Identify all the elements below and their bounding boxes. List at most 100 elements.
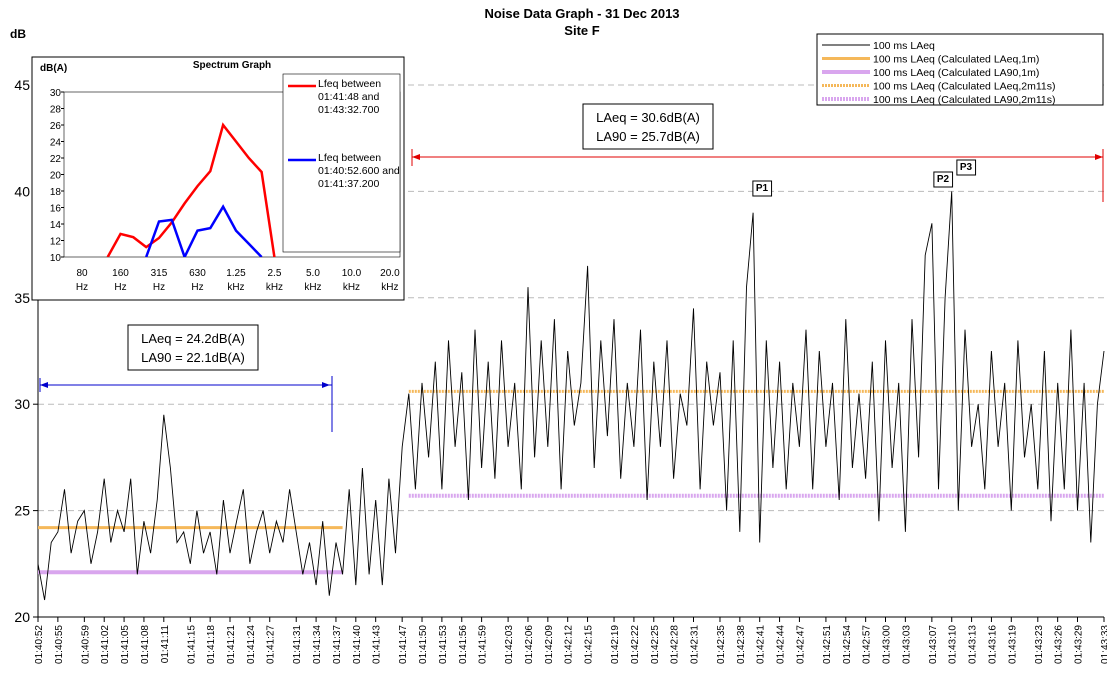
inset-x-tick-label: 5.0 kHz <box>304 268 321 293</box>
inset-y-tick-label: 12 <box>50 237 62 248</box>
x-tick-label: 01:43:07 <box>928 625 939 664</box>
range-bracket <box>39 376 333 432</box>
x-tick-label: 01:40:52 <box>34 625 45 664</box>
x-tick-label: 01:42:28 <box>670 625 681 664</box>
y-axis-label: dB <box>10 27 26 41</box>
inset-legend-item: Lfeq between 01:41:48 and 01:43:32.700 <box>318 78 382 116</box>
x-tick-label: 01:41:11 <box>160 625 171 664</box>
x-tick-label: 01:42:22 <box>630 625 641 664</box>
x-tick-label: 01:42:25 <box>650 625 661 664</box>
legend-label: 100 ms LAeq (Calculated LA90,2m11s) <box>873 94 1056 106</box>
x-tick-label: 01:42:31 <box>689 625 700 664</box>
legend-label: 100 ms LAeq (Calculated LA90,1m) <box>873 67 1039 79</box>
x-tick-label: 01:41:02 <box>100 625 111 664</box>
x-tick-label: 01:43:29 <box>1074 625 1085 664</box>
x-tick-label: 01:42:47 <box>795 625 806 664</box>
x-tick-label: 01:42:44 <box>776 625 787 664</box>
note-box <box>127 324 259 371</box>
inset-plot: Spectrum Graph dB(A) 10 12 14 16 18 20 22 24 26 28 3… <box>40 60 401 293</box>
inset-y-tick-label: 16 <box>50 204 62 215</box>
x-tick-label: 01:42:54 <box>842 625 853 664</box>
x-tick-label: 01:41:40 <box>352 625 363 664</box>
inset-y-tick-label: 14 <box>50 220 62 231</box>
peak-label-box <box>752 180 773 197</box>
inset-x-tick-label: 315 Hz <box>151 268 168 293</box>
x-tick-label: 01:42:12 <box>564 625 575 664</box>
x-tick-label: 01:42:19 <box>610 625 621 664</box>
inset-legend-item: Lfeq between 01:40:52.600 and 01:41:37.2… <box>318 152 400 190</box>
x-tick-label: 01:40:55 <box>54 625 65 664</box>
x-tick-label: 01:41:56 <box>458 625 469 664</box>
inset-y-tick-label: 20 <box>50 171 62 182</box>
inset-x-tick-label: 2.5 kHz <box>266 268 283 293</box>
inset-y-tick-label: 18 <box>50 187 62 198</box>
note-text: LA90 = 25.7dB(A) <box>596 129 700 144</box>
note-text: LA90 = 22.1dB(A) <box>141 350 245 365</box>
range-bracket <box>411 149 1104 202</box>
legend-frame <box>816 33 1104 106</box>
y-tick-label: 25 <box>14 503 30 519</box>
x-tick-label: 01:41:24 <box>246 625 257 664</box>
peak-label-box <box>956 159 977 176</box>
x-tick-label: 01:41:31 <box>292 625 303 664</box>
x-tick-label: 01:43:10 <box>948 625 959 664</box>
x-tick-label: 01:41:59 <box>478 625 489 664</box>
inset-y-tick-label: 26 <box>50 121 62 132</box>
x-tick-label: 01:41:34 <box>312 625 323 664</box>
x-tick-label: 01:42:09 <box>544 625 555 664</box>
legend-label: 100 ms LAeq (Calculated LAeq,2m11s) <box>873 81 1056 93</box>
inset-y-tick-label: 28 <box>50 105 62 116</box>
y-tick-label: 20 <box>14 609 30 625</box>
x-tick-label: 01:41:27 <box>266 625 277 664</box>
peak-label: P2 <box>937 174 950 185</box>
x-tick-label: 01:42:41 <box>756 625 767 664</box>
inset-legend-frame <box>282 73 401 253</box>
chart-title: Noise Data Graph - 31 Dec 2013 <box>484 6 679 21</box>
inset-x-tick-label: 10.0 kHz <box>342 268 362 293</box>
series-line <box>145 204 263 257</box>
x-tick-label: 01:41:43 <box>372 625 383 664</box>
inset-x-tick-label: 20.0 kHz <box>380 268 400 293</box>
x-tick-label: 01:42:15 <box>584 625 595 664</box>
x-tick-label: 01:43:13 <box>968 625 979 664</box>
y-tick-label: 45 <box>14 77 30 93</box>
x-tick-label: 01:41:05 <box>120 625 131 664</box>
x-tick-label: 01:42:06 <box>524 625 535 664</box>
x-tick-label: 01:41:18 <box>206 625 217 664</box>
x-tick-label: 01:43:00 <box>882 625 893 664</box>
x-tick-label: 01:41:08 <box>140 625 151 664</box>
inset-x-tick-label: 160 Hz <box>112 268 129 293</box>
x-tick-label: 01:41:50 <box>418 625 429 664</box>
y-tick-label: 40 <box>14 183 30 199</box>
x-tick-label: 01:42:03 <box>504 625 515 664</box>
inset-y-tick-label: 10 <box>50 253 62 264</box>
peak-label: P3 <box>960 162 973 173</box>
series-line <box>37 191 1105 601</box>
x-tick-label: 01:40:59 <box>80 625 91 664</box>
x-tick-label: 01:41:21 <box>226 625 237 664</box>
inset-title: Spectrum Graph <box>193 60 271 71</box>
x-tick-label: 01:43:19 <box>1007 625 1018 664</box>
x-tick-label: 01:43:23 <box>1034 625 1045 664</box>
inset-x-tick-label: 80 Hz <box>76 268 88 293</box>
x-tick-label: 01:43:16 <box>987 625 998 664</box>
y-tick-label: 30 <box>14 396 30 412</box>
x-tick-label: 01:43:03 <box>901 625 912 664</box>
inset-legend-label: Lfeq between 01:41:48 and 01:43:32.700 <box>318 78 382 116</box>
x-tick-label: 01:42:38 <box>736 625 747 664</box>
legend: 100 ms LAeq 100 ms LAeq (Calculated LAeq,… <box>816 33 1104 106</box>
chart-subtitle: Site F <box>564 23 599 38</box>
series-line <box>106 122 276 257</box>
peak-label: P1 <box>756 183 769 194</box>
inset-x-tick-label: 1.25 kHz <box>226 268 246 293</box>
peak-label-box <box>933 171 954 188</box>
note-box <box>582 103 714 150</box>
x-tick-label: 01:41:47 <box>398 625 409 664</box>
x-tick-label: 01:41:15 <box>186 625 197 664</box>
x-tick-label: 01:43:33 <box>1100 625 1107 664</box>
inset-x-tick-label: 630 Hz <box>189 268 206 293</box>
inset-y-label: dB(A) <box>40 63 67 74</box>
notes: P1 P2 P3 LAeq = 24.2dB(A) LA90 = 22.1dB(A) LA… <box>127 103 977 371</box>
